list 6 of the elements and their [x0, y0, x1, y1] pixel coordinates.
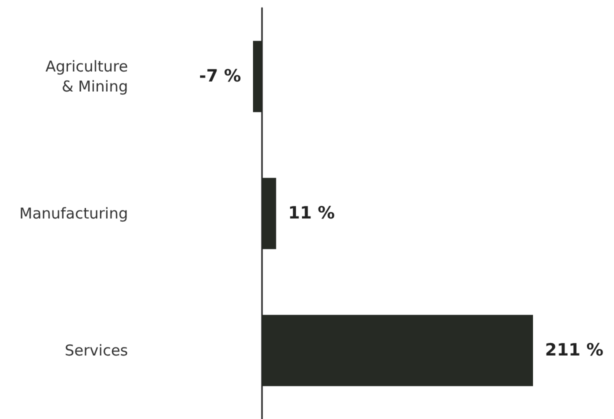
y-tick-label: Manufacturing	[19, 204, 128, 222]
y-tick-label: Services	[64, 342, 128, 360]
data-label: -7 %	[199, 66, 241, 86]
data-label: 11 %	[288, 204, 335, 224]
y-tick-label: Agriculture & Mining	[46, 58, 128, 96]
data-label: 211 %	[545, 340, 604, 360]
